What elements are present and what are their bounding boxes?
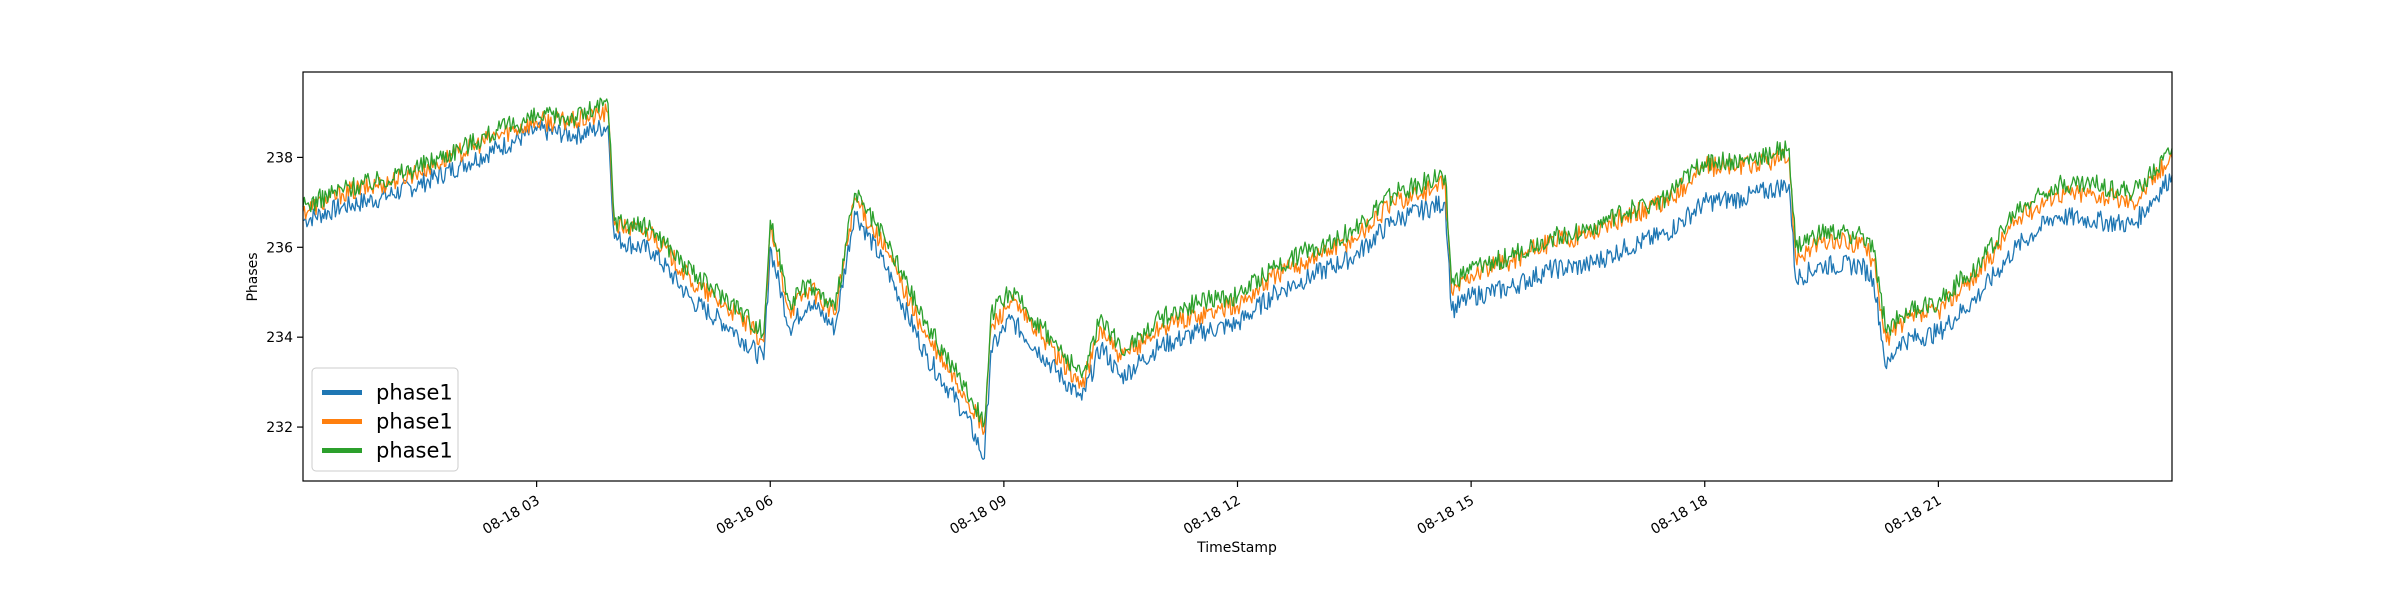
legend-label: phase1 xyxy=(376,410,453,434)
y-axis-label: Phases xyxy=(245,252,261,301)
legend-label: phase1 xyxy=(376,439,453,463)
x-axis-label: TimeStamp xyxy=(1196,540,1277,556)
series-line-1 xyxy=(302,119,2173,460)
y-tick-label: 232 xyxy=(266,420,293,436)
y-tick-label: 238 xyxy=(266,150,293,166)
series-layer xyxy=(302,97,2173,460)
y-tick-label: 234 xyxy=(266,330,293,346)
y-axis-ticks: 232 234 236 238 xyxy=(266,150,303,436)
legend-label: phase1 xyxy=(376,381,453,405)
series-line-3 xyxy=(302,97,2173,428)
legend: phase1 phase1 phase1 xyxy=(311,367,459,472)
y-tick-label: 236 xyxy=(266,240,293,256)
plot-area xyxy=(303,72,2172,481)
series-line-2 xyxy=(302,103,2173,436)
